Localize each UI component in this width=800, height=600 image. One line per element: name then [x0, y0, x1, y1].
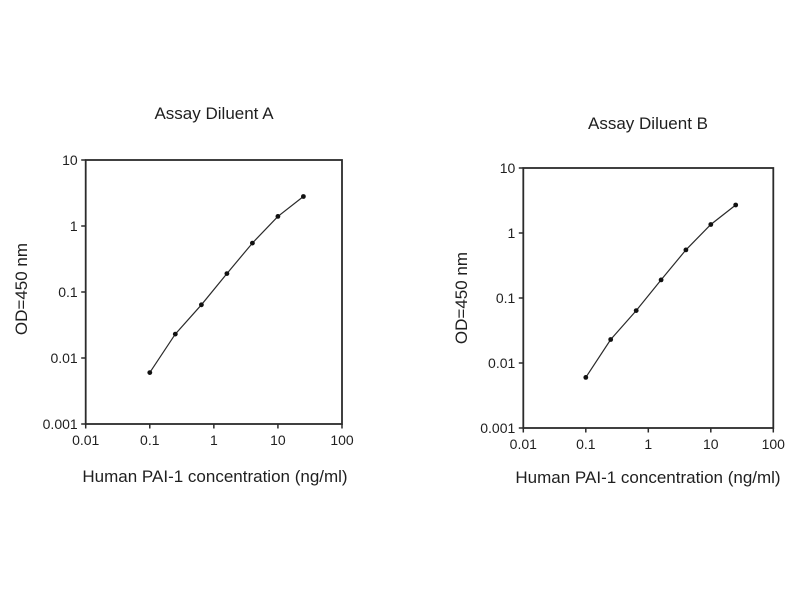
- y-axis-tick-label: 0.01: [50, 350, 77, 366]
- plot-box: [84, 159, 343, 425]
- data-point-marker: [633, 308, 639, 313]
- chart-a-y-axis-label: OD=450 nm: [12, 242, 31, 336]
- data-point-marker: [199, 302, 204, 308]
- x-axis-tick-label: 100: [762, 436, 786, 452]
- data-point-marker: [275, 214, 281, 219]
- data-point-marker: [708, 222, 714, 227]
- y-axis-tick-label: 10: [62, 152, 78, 168]
- x-axis-tick-label: 0.1: [140, 432, 160, 448]
- data-point-marker: [733, 202, 739, 208]
- y-axis-tick-label: 0.01: [488, 355, 515, 371]
- y-axis-tick-label: 1: [508, 225, 516, 241]
- chart-b-title: Assay Diluent B: [588, 114, 708, 133]
- y-axis-tick-label: 1: [70, 218, 78, 234]
- x-axis-tick-label: 10: [703, 436, 719, 452]
- y-axis-tick-label: 0.1: [496, 290, 516, 306]
- x-axis-tick-label: 1: [210, 432, 218, 448]
- data-point-marker: [683, 247, 689, 253]
- data-point-marker: [583, 375, 589, 380]
- data-line: [149, 196, 304, 373]
- x-axis-tick-label: 10: [270, 432, 286, 448]
- data-line: [585, 204, 737, 378]
- chart-a-title: Assay Diluent A: [154, 104, 274, 123]
- x-axis-tick-label: 0.1: [576, 436, 596, 452]
- x-axis-tick-label: 0.01: [510, 436, 537, 452]
- data-point-marker: [224, 271, 230, 276]
- x-axis-tick-label: 100: [330, 432, 354, 448]
- x-axis-tick-label: 0.01: [72, 432, 99, 448]
- y-axis-tick-label: 0.001: [480, 420, 515, 436]
- data-point-marker: [608, 337, 614, 342]
- data-point-marker: [301, 194, 306, 199]
- data-point-marker: [250, 240, 255, 246]
- chart-a-x-axis-label: Human PAI-1 concentration (ng/ml): [82, 467, 348, 486]
- data-point-marker: [172, 331, 178, 337]
- y-axis-tick-label: 10: [500, 160, 516, 176]
- x-axis-tick-label: 1: [644, 436, 652, 452]
- data-point-marker: [147, 370, 153, 375]
- y-axis-tick-label: 0.1: [58, 284, 78, 300]
- data-point-marker: [658, 277, 664, 283]
- chart-b-x-axis-label: Human PAI-1 concentration (ng/ml): [515, 468, 781, 487]
- y-axis-tick-label: 0.001: [43, 416, 78, 432]
